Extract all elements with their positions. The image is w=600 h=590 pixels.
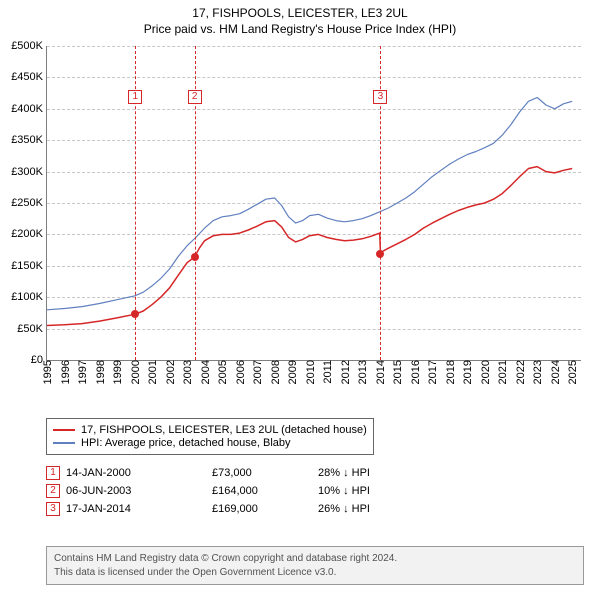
x-tick-label: 2003 bbox=[180, 360, 194, 384]
x-tick-label: 2020 bbox=[478, 360, 492, 384]
x-tick-label: 2024 bbox=[548, 360, 562, 384]
legend-swatch-hpi bbox=[53, 442, 75, 444]
event-row: 1 14-JAN-2000 £73,000 28% ↓ HPI bbox=[46, 466, 418, 480]
x-tick-label: 2014 bbox=[373, 360, 387, 384]
event-price-marker bbox=[131, 310, 139, 318]
y-tick-label: £500K bbox=[11, 40, 47, 52]
event-marker-number: 3 bbox=[373, 90, 387, 104]
event-row-number: 2 bbox=[46, 484, 60, 498]
y-tick-label: £450K bbox=[11, 71, 47, 83]
y-tick-label: £350K bbox=[11, 134, 47, 146]
x-tick-label: 2015 bbox=[390, 360, 404, 384]
event-row-delta: 26% ↓ HPI bbox=[318, 503, 418, 515]
x-tick-label: 2008 bbox=[268, 360, 282, 384]
x-tick-label: 2017 bbox=[425, 360, 439, 384]
event-row-delta: 10% ↓ HPI bbox=[318, 485, 418, 497]
event-marker-number: 1 bbox=[128, 90, 142, 104]
x-tick-label: 2007 bbox=[250, 360, 264, 384]
y-tick-label: £100K bbox=[11, 291, 47, 303]
y-tick-label: £200K bbox=[11, 228, 47, 240]
footer-line1: Contains HM Land Registry data © Crown c… bbox=[54, 552, 576, 566]
y-tick-label: £300K bbox=[11, 166, 47, 178]
event-row: 3 17-JAN-2014 £169,000 26% ↓ HPI bbox=[46, 502, 418, 516]
x-tick-label: 2000 bbox=[128, 360, 142, 384]
x-tick-label: 2012 bbox=[338, 360, 352, 384]
x-tick-label: 2023 bbox=[530, 360, 544, 384]
legend-label-property: 17, FISHPOOLS, LEICESTER, LE3 2UL (detac… bbox=[81, 424, 367, 436]
x-tick-label: 1995 bbox=[40, 360, 54, 384]
x-tick-label: 1998 bbox=[93, 360, 107, 384]
x-tick-label: 2016 bbox=[408, 360, 422, 384]
y-tick-label: £400K bbox=[11, 103, 47, 115]
event-row-number: 1 bbox=[46, 466, 60, 480]
event-price-marker bbox=[376, 250, 384, 258]
event-row-price: £164,000 bbox=[212, 485, 312, 497]
x-tick-label: 2019 bbox=[460, 360, 474, 384]
series-property bbox=[47, 46, 581, 360]
event-marker-number: 2 bbox=[188, 90, 202, 104]
chart-title-line1: 17, FISHPOOLS, LEICESTER, LE3 2UL bbox=[0, 6, 600, 20]
x-tick-label: 2004 bbox=[198, 360, 212, 384]
y-tick-label: £150K bbox=[11, 260, 47, 272]
y-tick-label: £50K bbox=[17, 323, 47, 335]
x-tick-label: 2001 bbox=[145, 360, 159, 384]
event-row-date: 17-JAN-2014 bbox=[66, 503, 206, 515]
x-tick-label: 2002 bbox=[163, 360, 177, 384]
event-row-date: 14-JAN-2000 bbox=[66, 467, 206, 479]
attribution-footer: Contains HM Land Registry data © Crown c… bbox=[46, 546, 584, 585]
x-tick-label: 2022 bbox=[513, 360, 527, 384]
event-row-price: £169,000 bbox=[212, 503, 312, 515]
event-row-date: 06-JUN-2003 bbox=[66, 485, 206, 497]
x-tick-label: 2010 bbox=[303, 360, 317, 384]
y-tick-label: £250K bbox=[11, 197, 47, 209]
event-price-marker bbox=[191, 253, 199, 261]
x-tick-label: 2013 bbox=[355, 360, 369, 384]
legend-swatch-property bbox=[53, 429, 75, 431]
x-tick-label: 2011 bbox=[320, 360, 334, 384]
x-tick-label: 2021 bbox=[495, 360, 509, 384]
x-tick-label: 2009 bbox=[285, 360, 299, 384]
event-row-price: £73,000 bbox=[212, 467, 312, 479]
x-tick-label: 2005 bbox=[215, 360, 229, 384]
event-row-number: 3 bbox=[46, 502, 60, 516]
chart-legend: 17, FISHPOOLS, LEICESTER, LE3 2UL (detac… bbox=[46, 418, 374, 455]
x-tick-label: 2006 bbox=[233, 360, 247, 384]
event-row: 2 06-JUN-2003 £164,000 10% ↓ HPI bbox=[46, 484, 418, 498]
footer-line2: This data is licensed under the Open Gov… bbox=[54, 566, 576, 580]
event-row-delta: 28% ↓ HPI bbox=[318, 467, 418, 479]
x-tick-label: 1997 bbox=[75, 360, 89, 384]
x-tick-label: 1999 bbox=[110, 360, 124, 384]
chart-title-line2: Price paid vs. HM Land Registry's House … bbox=[0, 22, 600, 36]
x-tick-label: 1996 bbox=[58, 360, 72, 384]
legend-label-hpi: HPI: Average price, detached house, Blab… bbox=[81, 437, 291, 449]
chart-plot-area: £0£50K£100K£150K£200K£250K£300K£350K£400… bbox=[46, 46, 581, 361]
x-tick-label: 2018 bbox=[443, 360, 457, 384]
x-tick-label: 2025 bbox=[565, 360, 579, 384]
events-table: 1 14-JAN-2000 £73,000 28% ↓ HPI 2 06-JUN-2003… bbox=[46, 462, 418, 520]
